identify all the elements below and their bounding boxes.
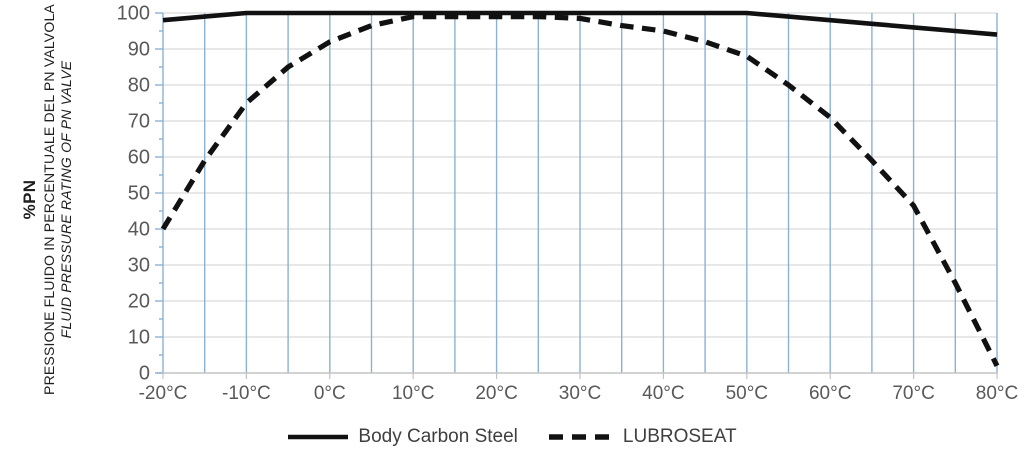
legend: Body Carbon Steel LUBROSEAT bbox=[0, 421, 1024, 453]
x-tick-label: 10°C bbox=[392, 383, 434, 404]
legend-label-body-carbon-steel: Body Carbon Steel bbox=[358, 426, 518, 447]
legend-label-lubroseat: LUBROSEAT bbox=[622, 426, 737, 447]
x-tick-label: 80°C bbox=[976, 383, 1018, 404]
legend-item-lubroseat: LUBROSEAT bbox=[548, 426, 737, 448]
x-tick-label: 30°C bbox=[559, 383, 601, 404]
y-tick-label: 70 bbox=[128, 111, 150, 133]
x-tick-label: 40°C bbox=[642, 383, 684, 404]
legend-item-body-carbon-steel: Body Carbon Steel bbox=[287, 426, 518, 448]
x-tick-label: -10°C bbox=[222, 383, 271, 404]
y-tick-label: 10 bbox=[128, 327, 150, 349]
plot-area: 0 10 20 30 40 50 60 70 80 90 100 -20°C -10°C 0°C 10°C 2… bbox=[117, 3, 1019, 405]
x-tick-label: 0°C bbox=[314, 383, 346, 404]
y-tick-label: 0 bbox=[139, 363, 150, 385]
x-tick-label: 60°C bbox=[809, 383, 851, 404]
y-tick-label: 100 bbox=[117, 3, 150, 25]
y-tick-label: 90 bbox=[128, 39, 150, 61]
y-tick-label: 80 bbox=[128, 75, 150, 97]
y-tick-label: 20 bbox=[128, 291, 150, 313]
y-tick-label: 40 bbox=[128, 219, 150, 241]
solid-line-sample bbox=[288, 434, 349, 440]
y-tick-label: 30 bbox=[128, 255, 150, 277]
dashed-line-sample bbox=[548, 434, 613, 440]
y-tick-label: 50 bbox=[128, 183, 150, 205]
x-tick-label: -20°C bbox=[139, 383, 188, 404]
x-tick-label: 20°C bbox=[475, 383, 517, 404]
series-body-carbon-steel bbox=[162, 10, 998, 37]
y-tick-label: 60 bbox=[128, 147, 150, 169]
x-tick-label: 50°C bbox=[726, 383, 768, 404]
x-tick-label: 70°C bbox=[892, 383, 934, 404]
series-lubroseat bbox=[160, 14, 1000, 367]
